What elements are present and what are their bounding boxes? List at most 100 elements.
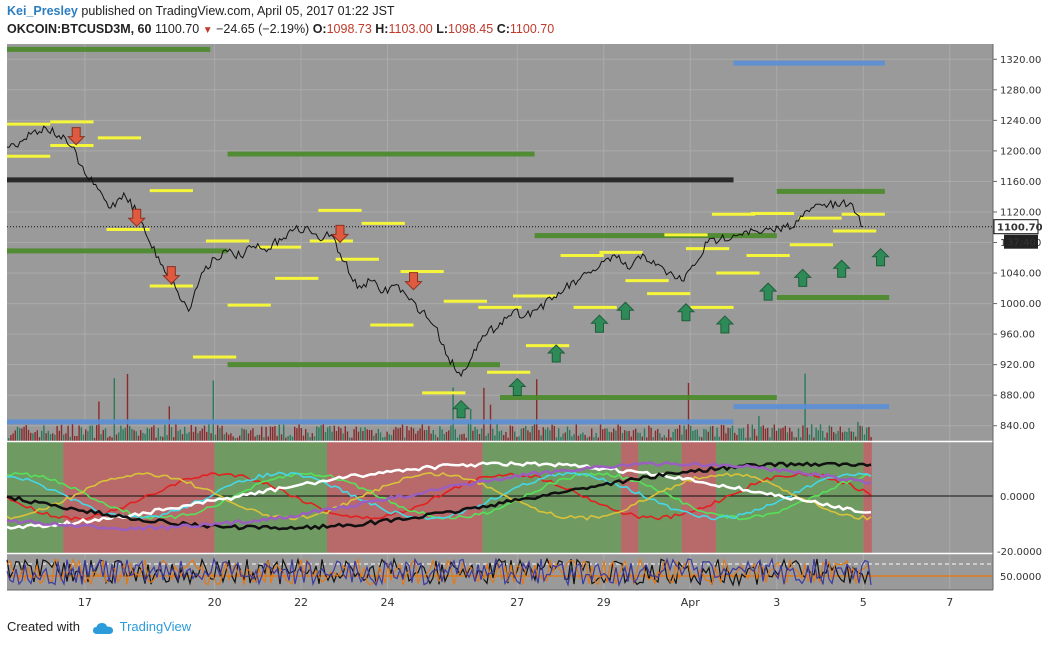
ohlc-line: OKCOIN:BTCUSD3M, 60 1100.70 ▼ −24.65 (−2… (7, 22, 554, 36)
volume-bar (342, 433, 343, 441)
volume-bar (525, 426, 526, 441)
volume-bar (81, 427, 82, 441)
volume-bar (450, 425, 451, 441)
volume-bar (697, 429, 698, 441)
volume-bar (639, 433, 640, 441)
volume-bar (796, 437, 797, 441)
volume-bar (470, 409, 471, 441)
volume-bar (558, 428, 559, 441)
volume-bar (743, 428, 744, 441)
volume-bar (274, 426, 275, 441)
volume-bar (283, 425, 284, 441)
volume-bar (325, 432, 326, 441)
volume-bar (136, 431, 137, 441)
volume-bar (12, 433, 13, 441)
rsi-axis-label: 50.0000 (1000, 572, 1041, 583)
volume-bar (840, 427, 841, 441)
volume-bar (677, 429, 678, 441)
volume-bar (358, 432, 359, 441)
volume-bar (314, 436, 315, 441)
volume-bar (734, 433, 735, 441)
volume-bar (228, 435, 229, 441)
volume-bar (261, 427, 262, 441)
chart-header: Kei_Presley published on TradingView.com… (0, 0, 1054, 44)
volume-bar (149, 429, 150, 441)
volume-bar (809, 434, 810, 441)
volume-bar (367, 429, 368, 441)
volume-bar (406, 426, 407, 441)
volume-bar (426, 430, 427, 441)
volume-bar (17, 427, 18, 441)
tradingview-brand-link[interactable]: TradingView (120, 619, 192, 634)
volume-bar (705, 429, 706, 441)
volume-bar (646, 437, 647, 441)
published-text: published on TradingView.com, April 05, … (81, 4, 394, 18)
volume-bar (822, 431, 823, 441)
volume-bar (635, 429, 636, 441)
volume-bar (356, 427, 357, 441)
volume-bar (824, 438, 825, 441)
volume-bar (246, 430, 247, 441)
volume-bar (213, 380, 214, 441)
volume-bar (580, 434, 581, 441)
volume-bar (606, 428, 607, 441)
volume-bar (483, 388, 484, 441)
volume-bar (756, 436, 757, 441)
time-tick-label: 22 (294, 596, 308, 609)
volume-bar (837, 431, 838, 441)
volume-bar (206, 432, 207, 441)
price-tick-label: 1240.00 (1000, 116, 1041, 127)
volume-bar (334, 426, 335, 441)
open-value: 1098.73 (327, 22, 372, 36)
volume-bar (573, 434, 574, 441)
volume-bar (765, 429, 766, 441)
volume-bar (738, 428, 739, 441)
volume-bar (122, 429, 123, 441)
volume-bar (208, 424, 209, 441)
volume-bar (298, 424, 299, 441)
volume-bar (859, 426, 860, 441)
volume-bar (670, 437, 671, 441)
volume-bar (760, 427, 761, 441)
volume-bar (351, 438, 352, 441)
volume-bar (547, 427, 548, 441)
volume-bar (870, 437, 871, 441)
volume-bar (287, 436, 288, 441)
volume-bar (378, 429, 379, 441)
volume-bar (111, 437, 112, 441)
author-link[interactable]: Kei_Presley (7, 4, 78, 18)
volume-bar (250, 430, 251, 441)
volume-bar (615, 430, 616, 441)
volume-bar (252, 428, 253, 441)
volume-bar (171, 427, 172, 441)
volume-bar (798, 428, 799, 441)
volume-bar (94, 438, 95, 441)
volume-bar (679, 425, 680, 441)
volume-bar (811, 424, 812, 441)
volume-bar (402, 424, 403, 441)
volume-bar (226, 432, 227, 441)
volume-bar (752, 425, 753, 441)
volume-bar (417, 431, 418, 441)
volume-bar (235, 438, 236, 441)
volume-bar (778, 428, 779, 441)
volume-bar (855, 437, 856, 441)
volume-bar (831, 427, 832, 441)
volume-bar (672, 432, 673, 441)
volume-bar (424, 430, 425, 441)
chart-area[interactable]: 840.00880.00920.00960.001000.001040.0010… (0, 44, 1054, 615)
volume-bar (785, 426, 786, 441)
volume-bar (349, 437, 350, 441)
volume-bar (364, 427, 365, 441)
volume-bar (481, 429, 482, 441)
volume-bar (415, 434, 416, 441)
oscillator-zone-green (7, 442, 63, 553)
volume-bar (516, 437, 517, 441)
volume-bar (76, 436, 77, 441)
high-value: 1103.00 (388, 22, 432, 36)
volume-bar (560, 437, 561, 441)
volume-bar (461, 434, 462, 441)
low-value: 1098.45 (448, 22, 493, 36)
volume-bar (217, 425, 218, 441)
volume-bar (477, 429, 478, 441)
